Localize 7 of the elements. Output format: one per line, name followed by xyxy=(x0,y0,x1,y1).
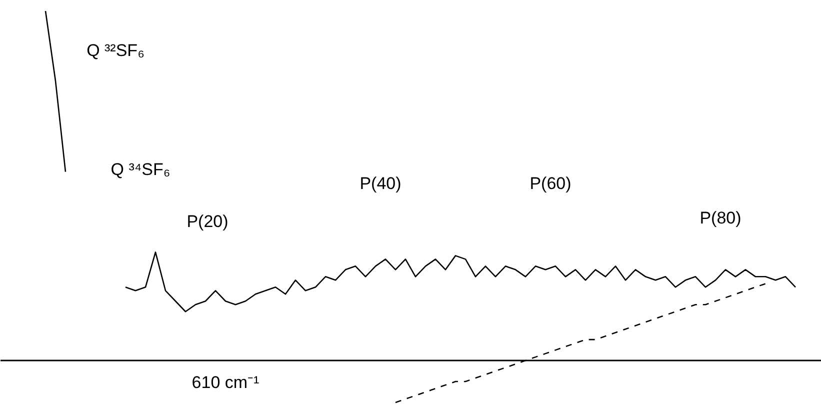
annotation: P(20) xyxy=(186,212,228,232)
annotation: P(40) xyxy=(360,174,402,193)
annotation: 610 cm⁻¹ xyxy=(192,373,260,392)
annotation: P(80) xyxy=(700,208,742,228)
annotation: P(60) xyxy=(530,174,572,193)
annotation: Q ³⁴SF₆ xyxy=(110,160,170,179)
annotation: Q ³²SF₆ xyxy=(86,40,144,60)
